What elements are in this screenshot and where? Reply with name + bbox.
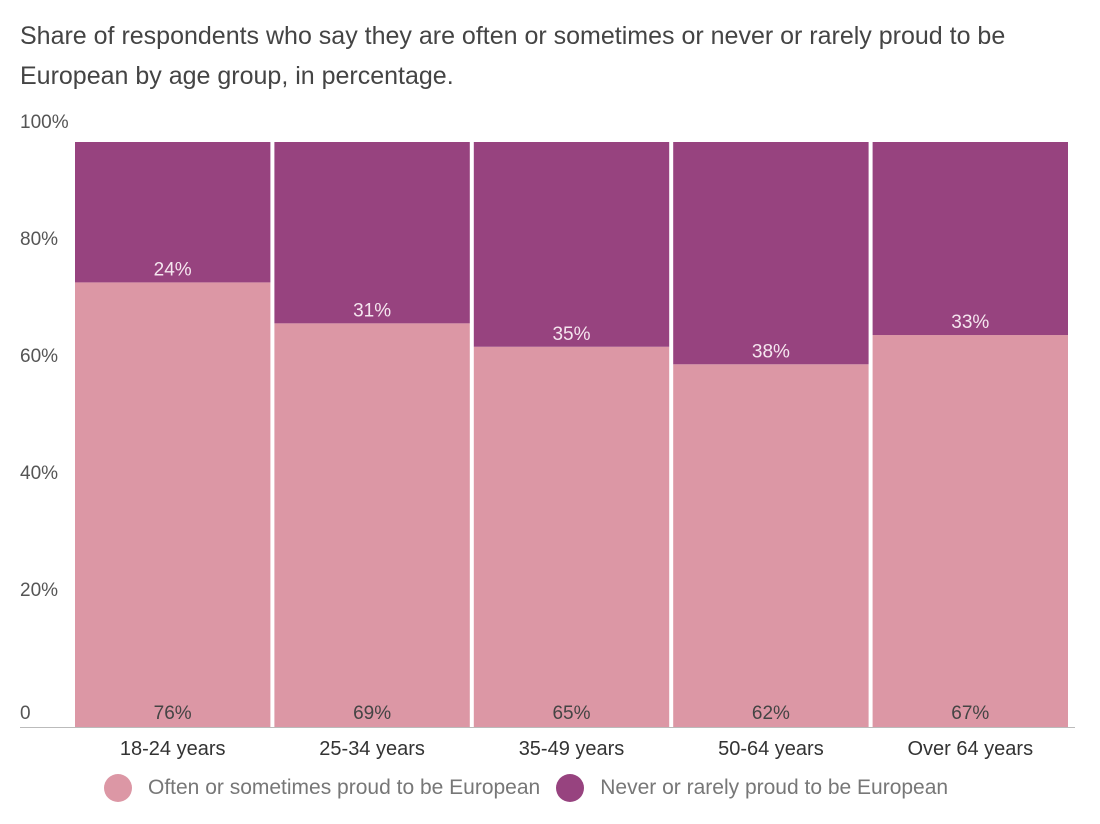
y-tick-label: 80% <box>20 229 58 250</box>
bar-never-proud <box>75 142 271 283</box>
data-label-often-proud: 69% <box>353 703 391 724</box>
chart-title: Share of respondents who say they are of… <box>20 22 1006 90</box>
x-tick-label: 25-34 years <box>319 738 425 760</box>
legend-swatch-often-proud <box>104 774 132 802</box>
bar-never-proud <box>872 142 1068 336</box>
bar-often-proud <box>872 335 1068 727</box>
legend-item-often-proud[interactable]: Often or sometimes proud to be European <box>104 774 540 802</box>
legend: Often or sometimes proud to be European … <box>104 774 964 802</box>
bar-often-proud <box>75 282 271 727</box>
x-tick-label: 35-49 years <box>519 738 625 760</box>
chart: 0 20% 40% 60% 80% 100% 76% 24% 18-24 years 69% 31%… <box>20 112 1075 760</box>
legend-label-never-proud: Never or rarely proud to be European <box>600 776 949 799</box>
legend-item-never-proud[interactable]: Never or rarely proud to be European <box>556 774 948 802</box>
data-label-never-proud: 31% <box>353 300 391 321</box>
y-tick-label: 20% <box>20 580 58 601</box>
data-label-never-proud: 33% <box>951 312 989 333</box>
bar-often-proud <box>673 364 869 727</box>
data-label-never-proud: 38% <box>752 341 790 362</box>
x-tick-label: 18-24 years <box>120 738 226 760</box>
data-label-often-proud: 67% <box>951 703 989 724</box>
bar-never-proud <box>274 142 470 324</box>
data-label-never-proud: 24% <box>154 259 192 280</box>
bar-never-proud <box>473 142 670 347</box>
y-tick-label: 60% <box>20 346 58 367</box>
data-label-often-proud: 62% <box>752 703 790 724</box>
x-tick-label: Over 64 years <box>907 738 1033 760</box>
y-tick-label: 100% <box>20 112 69 133</box>
legend-swatch-never-proud <box>556 774 585 802</box>
x-tick-label: 50-64 years <box>718 738 824 760</box>
bar-never-proud <box>673 142 869 365</box>
legend-label-often-proud: Often or sometimes proud to be European <box>148 776 541 799</box>
bar-often-proud <box>473 346 670 727</box>
data-label-often-proud: 65% <box>552 703 590 724</box>
data-label-often-proud: 76% <box>154 703 192 724</box>
data-label-never-proud: 35% <box>552 324 590 345</box>
y-tick-label: 0 <box>20 703 31 724</box>
y-tick-label: 40% <box>20 463 58 484</box>
bar-often-proud <box>274 323 470 727</box>
